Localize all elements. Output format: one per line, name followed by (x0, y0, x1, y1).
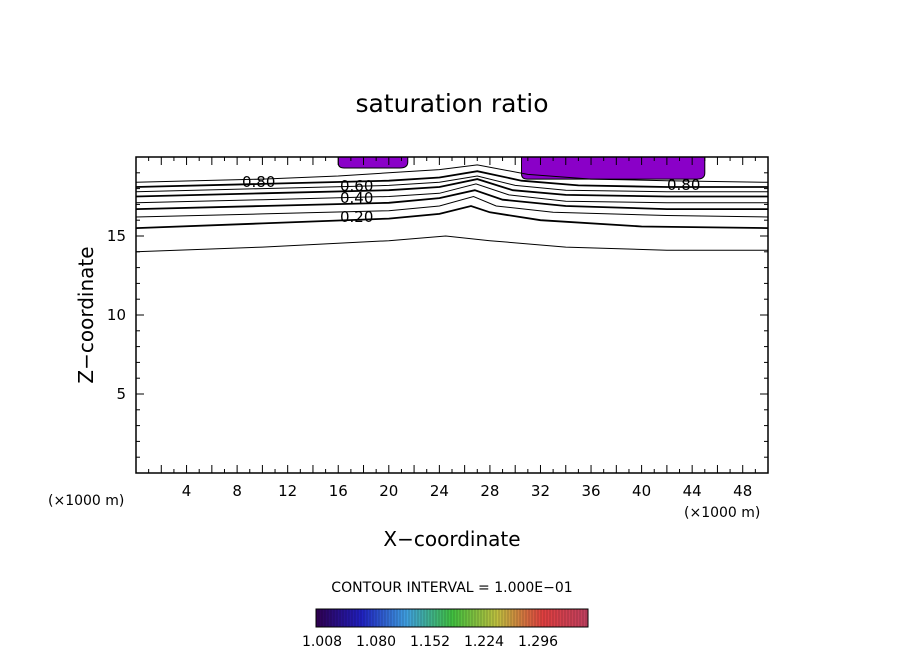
contour-line-0.4 (135, 189, 768, 210)
contour-label-3: 0.40 (340, 189, 373, 207)
colorbar-ticks: 1.008 1.080 1.152 1.224 1.296 (302, 634, 558, 650)
x-tick-label: 20 (379, 482, 398, 500)
x-tick-label: 48 (733, 482, 752, 500)
chart-title: saturation ratio (355, 89, 548, 118)
y-tick-label: 5 (116, 385, 126, 403)
contour-label-5: 0.80 (667, 176, 700, 194)
x-tick-label: 44 (683, 482, 702, 500)
contour-line-0.6 (135, 178, 768, 198)
y-ticks: 5 10 15 (107, 172, 768, 458)
colorbar-tick-label: 1.224 (464, 634, 504, 650)
x-ticks: 4 8 12 16 20 24 28 32 36 40 44 48 (148, 157, 756, 500)
contour-line-0.9 (135, 164, 769, 183)
contour-line-0.5 (135, 183, 768, 204)
contour-label-2: 0.60 (340, 177, 373, 195)
shaded-regions (337, 156, 706, 180)
y-tick-label: 15 (107, 227, 126, 245)
contour-label-4: 0.20 (340, 208, 373, 226)
x-tick-label: 24 (430, 482, 449, 500)
x-unit-left: (×1000 m) (48, 493, 124, 509)
shaded-region-1 (337, 156, 409, 169)
colorbar-tick-label: 1.296 (518, 634, 558, 650)
contour-line-0.3 (135, 195, 769, 218)
colorbar (315, 608, 589, 628)
x-tick-label: 16 (329, 482, 348, 500)
x-axis-title: X−coordinate (383, 527, 520, 551)
colorbar-tick-label: 1.008 (302, 634, 342, 650)
y-axis-title: Z−coordinate (74, 246, 98, 383)
shaded-region-2 (521, 156, 706, 180)
contour-interval-text: CONTOUR INTERVAL = 1.000E−01 (331, 580, 572, 596)
x-tick-label: 36 (581, 482, 600, 500)
x-tick-label: 28 (480, 482, 499, 500)
colorbar-gradient (315, 608, 589, 628)
contour-line-0.2 (135, 205, 769, 229)
x-tick-label: 8 (232, 482, 242, 500)
contour-label-1: 0.80 (242, 173, 275, 191)
colorbar-tick-label: 1.152 (410, 634, 450, 650)
colorbar-tick-label: 1.080 (356, 634, 396, 650)
x-tick-label: 12 (278, 482, 297, 500)
contour-line-0.8 (135, 170, 768, 188)
contour-line-0.1 (135, 235, 768, 253)
y-tick-label: 10 (107, 306, 126, 324)
contour-lines (135, 164, 769, 253)
contour-line-0.7 (135, 175, 768, 193)
x-tick-label: 40 (632, 482, 651, 500)
x-tick-label: 4 (182, 482, 192, 500)
plot-frame (135, 156, 769, 474)
x-unit-right: (×1000 m) (684, 505, 760, 521)
x-tick-label: 32 (531, 482, 550, 500)
